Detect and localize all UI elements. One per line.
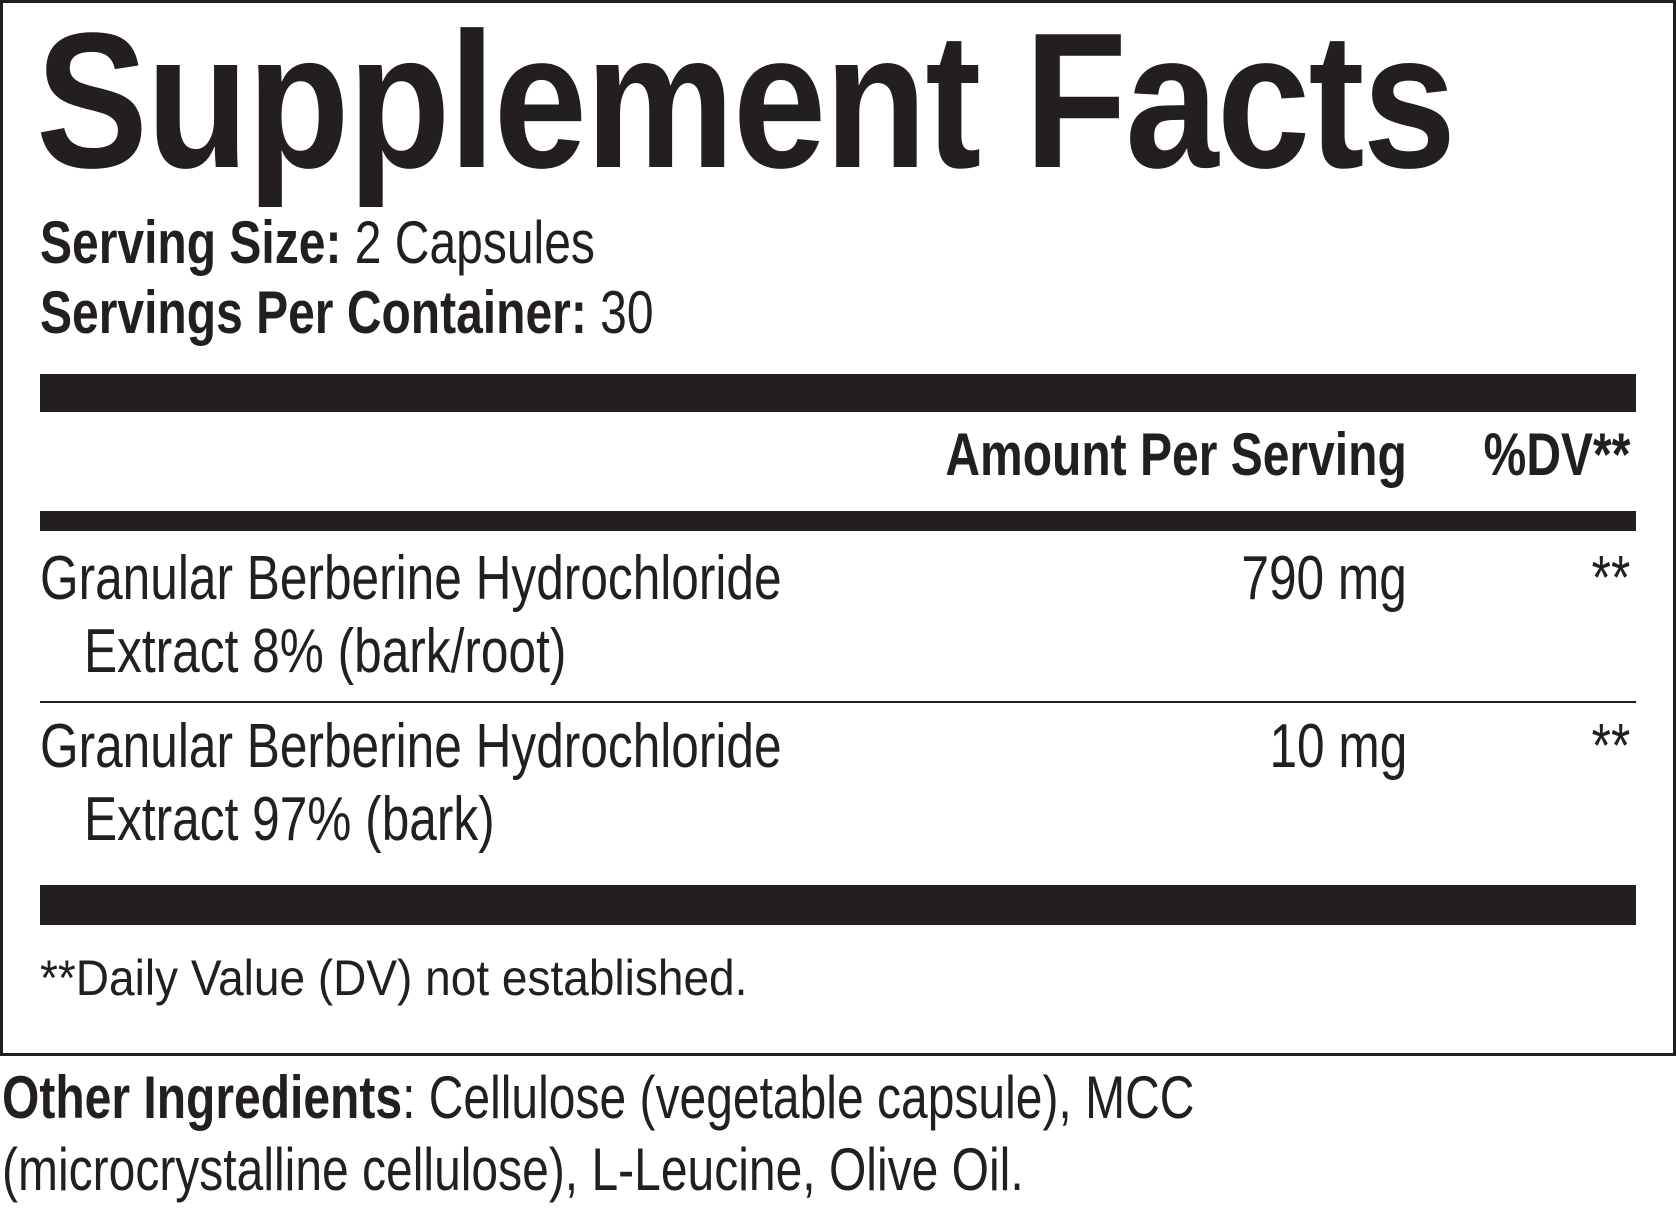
other-ingredients-text-1: : Cellulose (vegetable capsule), MCC [402,1064,1195,1131]
dv-header: %DV** [1483,421,1630,488]
ingredient-row-2-amount: 10 mg [1269,712,1407,781]
servings-per-container-value: 30 [586,279,654,346]
thick-divider [40,374,1636,412]
other-ingredients-label: Other Ingredients [2,1064,403,1131]
other-ingredients-line-1: Other Ingredients: Cellulose (vegetable … [2,1068,1493,1128]
servings-per-container-label: Servings Per Container: [40,279,587,346]
footnote: **Daily Value (DV) not established. [40,950,748,1006]
ingredient-row-2-name: Granular Berberine Hydrochloride [40,712,782,781]
ingredient-row-1-amount: 790 mg [1241,544,1407,613]
serving-size-label: Serving Size: [40,209,342,276]
ingredient-row-2-dv: ** [1591,712,1630,781]
thin-divider [40,701,1636,703]
servings-per-container: Servings Per Container: 30 [40,283,807,343]
serving-size: Serving Size: 2 Capsules [40,213,734,273]
ingredient-row-1-name: Granular Berberine Hydrochloride [40,544,782,613]
amount-per-serving-header: Amount Per Serving [945,421,1407,488]
other-ingredients-line-2: (microcrystalline cellulose), L-Leucine,… [2,1136,1024,1203]
supplement-facts-panel [0,0,1676,1056]
medium-divider [40,511,1636,531]
panel-title: Supplement Facts [36,0,1456,208]
thick-divider-bottom [40,885,1636,925]
ingredient-row-2-detail: Extract 97% (bark) [84,785,495,854]
ingredient-row-1-detail: Extract 8% (bark/root) [84,617,567,686]
ingredient-row-1-dv: ** [1591,544,1630,613]
serving-size-value: 2 Capsules [341,209,595,276]
